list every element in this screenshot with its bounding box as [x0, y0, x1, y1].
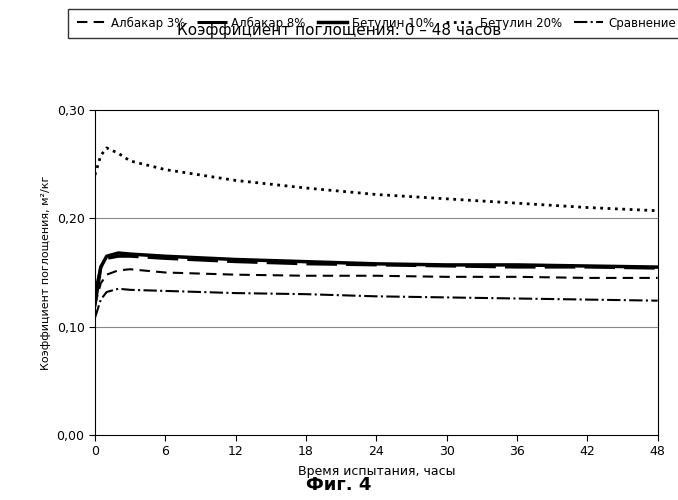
X-axis label: Время испытания, часы: Время испытания, часы [298, 466, 455, 478]
Y-axis label: Коэффициент поглощения, м²/кг: Коэффициент поглощения, м²/кг [41, 176, 51, 370]
Legend: Албакар 3%, Албакар 8%, Бетулин 10%, Бетулин 20%, Сравнение: Албакар 3%, Албакар 8%, Бетулин 10%, Бет… [68, 8, 678, 38]
Text: Фиг. 4: Фиг. 4 [306, 476, 372, 494]
Text: Коэффициент поглощения: 0 – 48 часов: Коэффициент поглощения: 0 – 48 часов [177, 22, 501, 38]
